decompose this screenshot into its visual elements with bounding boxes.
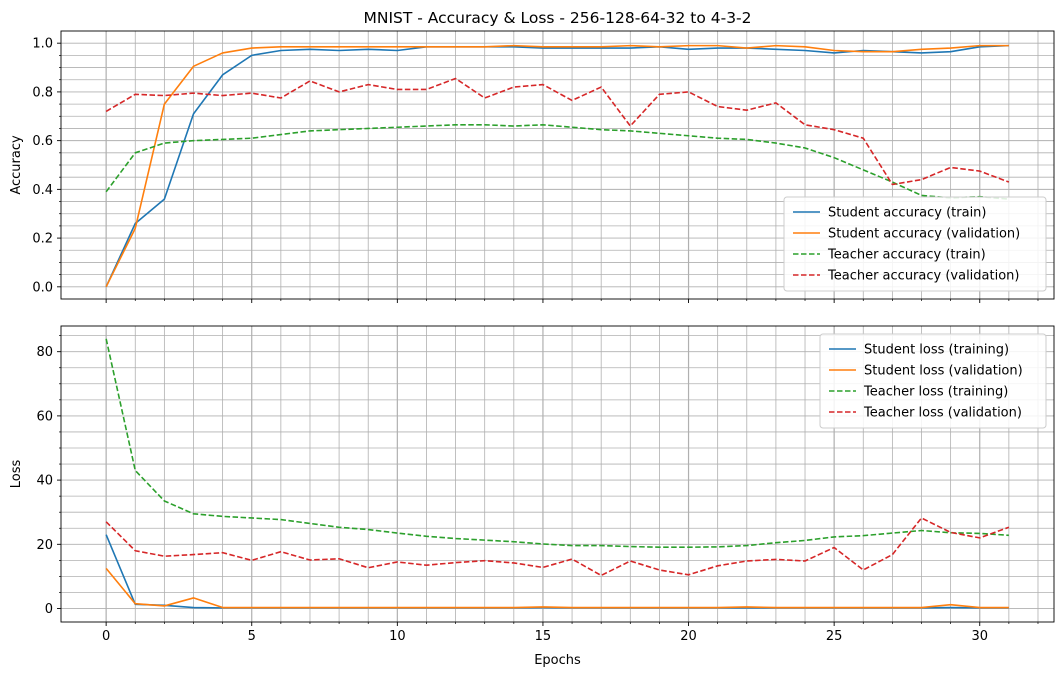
y-axis-label: Accuracy [9, 135, 24, 195]
x-tick-label: 10 [389, 629, 406, 644]
y-tick-label: 1.0 [32, 37, 53, 52]
figure-title: MNIST - Accuracy & Loss - 256-128-64-32 … [363, 9, 751, 27]
legend-label: Student accuracy (train) [828, 206, 987, 221]
legend-label: Teacher accuracy (validation) [827, 269, 1020, 284]
chart-panel-1: 0.0 0.2 0.4 0.6 0.8 1.0 Accuracy Student accura… [9, 30, 1055, 303]
legend-label: Student loss (training) [864, 343, 1009, 358]
y-tick-label: 0.8 [32, 85, 53, 100]
x-axis-label: Epochs [534, 653, 581, 668]
y-axis-label: Loss [9, 460, 24, 489]
y-tick-label: 0.2 [32, 232, 53, 247]
y-tick-label: 0 [45, 602, 53, 617]
y-tick-label: 60 [36, 409, 53, 424]
x-tick-label: 30 [971, 629, 988, 644]
legend-label: Teacher accuracy (train) [827, 248, 986, 263]
y-tick-label: 0.0 [32, 280, 53, 295]
grid [61, 326, 1054, 622]
legend-label: Teacher loss (training) [863, 385, 1008, 400]
y-tick-label: 0.6 [32, 134, 53, 149]
legend-label: Teacher loss (validation) [863, 406, 1022, 421]
series-line-4 [105, 77, 1010, 186]
series-line-2 [105, 44, 1009, 288]
series-line-3 [105, 124, 1009, 200]
legend-label: Student accuracy (validation) [828, 227, 1020, 242]
legend: Student loss (training) Student loss (val… [819, 333, 1047, 429]
series-line-2 [105, 567, 1009, 609]
legend: Student accuracy (train) Student accuracy… [783, 196, 1047, 292]
x-tick-label: 20 [680, 629, 697, 644]
series-line-4 [105, 517, 1010, 577]
x-tick-label: 25 [826, 629, 843, 644]
legend-label: Student loss (validation) [864, 364, 1023, 379]
legend-box [819, 333, 1047, 429]
y-tick-label: 20 [36, 538, 53, 553]
y-tick-label: 80 [36, 345, 53, 360]
legend-box [783, 196, 1047, 292]
chart-panel-2: 0 20 40 60 80 0 5 10 15 20 25 30 Loss Epochs Student l… [9, 325, 1055, 668]
x-tick-label: 0 [102, 629, 110, 644]
y-tick-label: 0.4 [32, 183, 53, 198]
series-line-3 [105, 338, 1009, 549]
y-tick-label: 40 [36, 474, 53, 489]
axes-frame [60, 325, 1055, 623]
x-tick-label: 15 [535, 629, 552, 644]
x-tick-label: 5 [248, 629, 256, 644]
